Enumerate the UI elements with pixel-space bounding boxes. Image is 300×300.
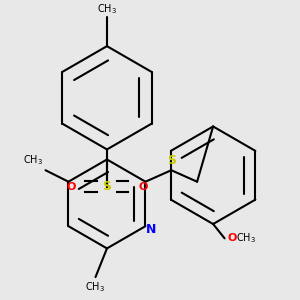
Text: CH$_3$: CH$_3$ <box>97 2 117 16</box>
Text: CH$_3$: CH$_3$ <box>85 280 106 294</box>
Text: S: S <box>167 154 176 167</box>
Text: CH$_3$: CH$_3$ <box>22 154 43 167</box>
Text: N: N <box>146 223 156 236</box>
Text: S: S <box>103 180 112 193</box>
Text: CH$_3$: CH$_3$ <box>236 232 256 245</box>
Text: O: O <box>139 182 148 192</box>
Text: O: O <box>66 182 75 192</box>
Text: O: O <box>227 233 237 243</box>
